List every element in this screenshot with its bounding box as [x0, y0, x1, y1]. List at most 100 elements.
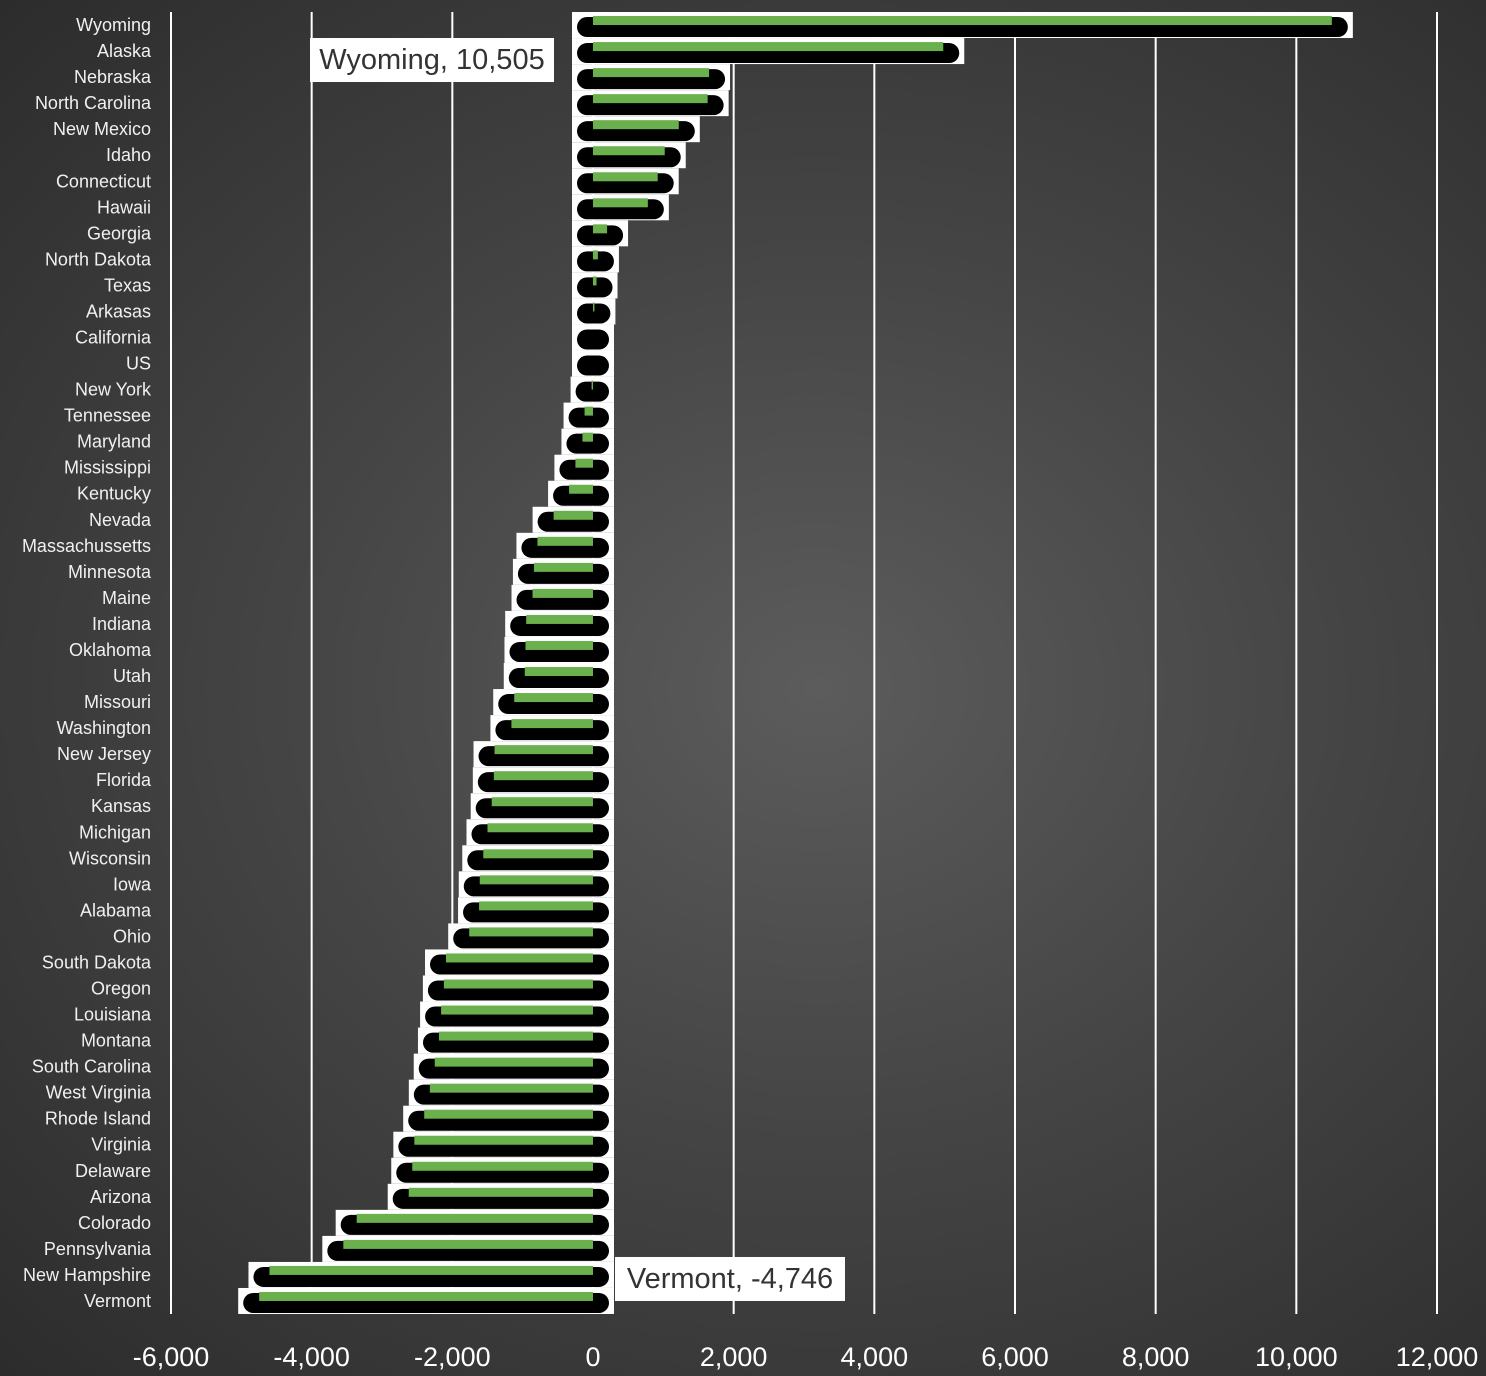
- bar-value: [408, 1187, 593, 1197]
- bar-value: [511, 719, 593, 729]
- bar-value: [434, 1057, 593, 1067]
- bar-value: [593, 42, 944, 52]
- callout-text: Wyoming, 10,505: [319, 44, 544, 76]
- bar-shadow: [559, 459, 609, 480]
- x-tick-label: 0: [585, 1342, 600, 1372]
- bar-shadow: [566, 433, 609, 454]
- bar-virginia: [393, 1131, 614, 1158]
- bar-tennessee: [563, 402, 614, 429]
- bar-massachussetts: [516, 532, 614, 559]
- bar-value: [424, 1109, 593, 1119]
- bar-value: [593, 120, 679, 130]
- category-label-iowa: Iowa: [113, 874, 152, 894]
- bar-shadow: [577, 277, 613, 298]
- bar-minnesota: [512, 558, 614, 585]
- bar-georgia: [572, 220, 629, 247]
- category-label-us: US: [126, 354, 151, 374]
- bar-maryland: [561, 428, 614, 455]
- category-label-idaho: Idaho: [106, 145, 151, 165]
- bar-delaware: [391, 1157, 614, 1184]
- bar-value: [525, 640, 593, 650]
- bar-kansas: [470, 793, 614, 820]
- bar-shadow: [577, 355, 609, 376]
- category-label-wyoming: Wyoming: [76, 15, 151, 35]
- category-label-vermont: Vermont: [84, 1291, 151, 1311]
- bar-value: [526, 614, 593, 624]
- category-label-arkasas: Arkasas: [86, 301, 151, 321]
- category-label-new-hampshire: New Hampshire: [23, 1265, 151, 1285]
- bar-ohio: [448, 923, 614, 950]
- category-label-massachussetts: Massachussetts: [22, 536, 151, 556]
- bar-shadow: [568, 407, 609, 428]
- category-label-montana: Montana: [81, 1031, 152, 1051]
- bar-texas: [572, 272, 618, 299]
- data-callouts: Wyoming, 10,505 Vermont, -4,746: [310, 38, 845, 1301]
- bar-value: [593, 172, 658, 182]
- bar-value: [533, 562, 593, 572]
- bar-value: [479, 875, 593, 885]
- category-label-minnesota: Minnesota: [68, 562, 152, 582]
- bar-new-jersey: [473, 741, 614, 768]
- category-label-kansas: Kansas: [91, 796, 151, 816]
- bar-value: [593, 146, 665, 156]
- bar-value: [343, 1239, 593, 1249]
- bar-florida: [472, 767, 614, 794]
- bar-value: [259, 1291, 593, 1301]
- category-labels: Wyoming Alaska Nebraska North Carolina New M…: [22, 15, 152, 1311]
- bar-vermont: [238, 1287, 614, 1314]
- bar-idaho: [572, 142, 686, 169]
- callout-text: Vermont, -4,746: [627, 1263, 833, 1295]
- bar-oklahoma: [504, 636, 614, 663]
- bar-value: [575, 458, 593, 468]
- bar-value: [438, 1031, 593, 1041]
- x-tick-label: -2,000: [414, 1342, 491, 1372]
- category-label-wisconsin: Wisconsin: [69, 848, 151, 868]
- bar-pennsylvania: [322, 1235, 614, 1262]
- bar-value: [593, 302, 595, 312]
- bar-wyoming: [572, 12, 1353, 39]
- x-tick-label: 8,000: [1122, 1342, 1190, 1372]
- bar-north-carolina: [572, 90, 729, 117]
- bar-value: [487, 823, 593, 833]
- bar-oregon: [422, 975, 614, 1002]
- bar-missouri: [493, 689, 614, 716]
- x-tick-label: -4,000: [273, 1342, 350, 1372]
- category-label-missouri: Missouri: [84, 692, 151, 712]
- bar-south-dakota: [425, 949, 614, 976]
- category-label-texas: Texas: [104, 275, 151, 295]
- bar-arkasas: [572, 298, 616, 325]
- category-label-new-york: New York: [75, 380, 152, 400]
- category-label-indiana: Indiana: [92, 614, 152, 634]
- category-label-south-dakota: South Dakota: [42, 952, 152, 972]
- bar-value: [593, 276, 597, 286]
- bar-shadow: [577, 303, 611, 324]
- category-label-oklahoma: Oklahoma: [69, 640, 152, 660]
- bar-value: [441, 1005, 593, 1015]
- bar-value: [593, 250, 598, 260]
- category-label-rhode-island: Rhode Island: [45, 1109, 151, 1129]
- bar-north-dakota: [572, 246, 619, 273]
- bar-west-virginia: [408, 1079, 614, 1106]
- bar-shadow: [577, 225, 624, 246]
- bar-value: [414, 1135, 593, 1145]
- bar-alaska: [572, 38, 965, 65]
- bar-value: [491, 797, 593, 807]
- category-label-florida: Florida: [96, 770, 152, 790]
- bar-california: [572, 324, 614, 351]
- bar-value: [584, 406, 593, 416]
- category-label-california: California: [75, 328, 152, 348]
- category-label-georgia: Georgia: [87, 223, 152, 243]
- bar-shadow: [577, 329, 609, 350]
- bar-indiana: [505, 610, 614, 637]
- category-label-north-dakota: North Dakota: [45, 249, 152, 269]
- bar-washington: [490, 715, 614, 742]
- bar-us: [572, 350, 614, 377]
- category-label-new-mexico: New Mexico: [53, 119, 151, 139]
- bar-value: [593, 94, 708, 104]
- category-label-pennsylvania: Pennsylvania: [44, 1239, 152, 1259]
- bar-value: [493, 771, 593, 781]
- bar-value: [479, 901, 593, 911]
- bar-value: [429, 1083, 593, 1093]
- bar-value: [356, 1213, 593, 1223]
- bar-shadow: [553, 485, 609, 506]
